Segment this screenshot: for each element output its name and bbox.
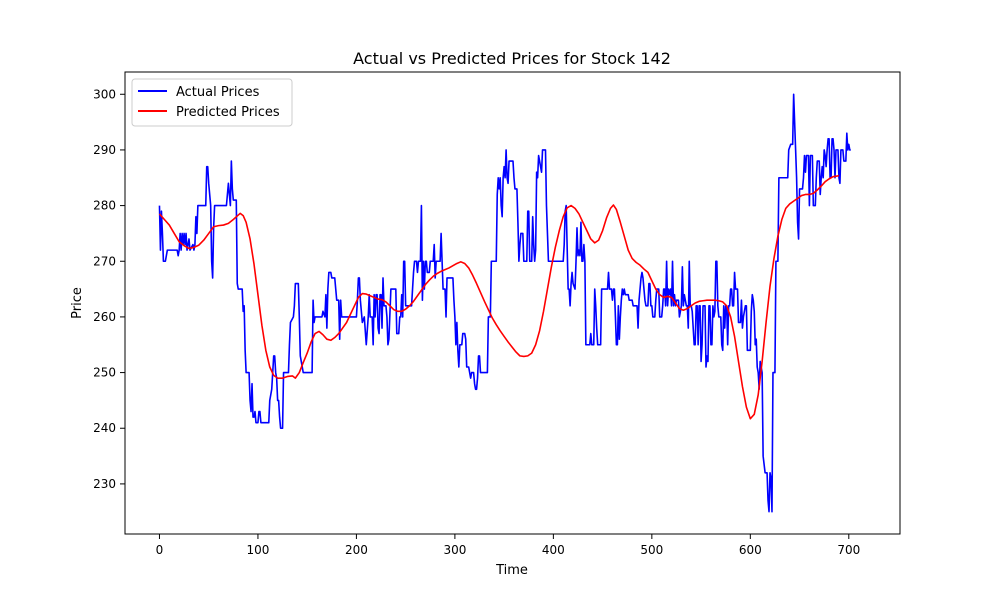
y-tick-label: 270 [93, 254, 116, 268]
legend-label-predicted: Predicted Prices [176, 105, 280, 120]
x-tick-label: 200 [345, 543, 368, 557]
y-tick-label: 250 [93, 366, 116, 380]
x-tick-label: 100 [246, 543, 269, 557]
y-axis: 230 240 250 260 270 280 290 300 [93, 87, 125, 491]
legend-box [131, 78, 293, 127]
y-tick-label: 230 [93, 477, 116, 491]
series-line-predicted [158, 174, 840, 420]
y-axis-label: Price [70, 287, 85, 319]
x-tick-label: 300 [443, 543, 466, 557]
plot-area [158, 93, 851, 513]
y-tick-label: 260 [93, 310, 116, 324]
y-tick-label: 280 [93, 199, 116, 213]
x-axis: 0 100 200 300 400 500 600 700 [156, 534, 860, 557]
y-tick-label: 300 [93, 87, 116, 101]
x-tick-label: 0 [156, 543, 164, 557]
chart-title: Actual vs Predicted Prices for Stock 142 [353, 49, 671, 68]
plot-frame [124, 71, 901, 535]
y-tick-label: 240 [93, 421, 116, 435]
legend-label-actual: Actual Prices [176, 85, 260, 100]
x-axis-label: Time [495, 563, 528, 578]
series-line-actual [158, 93, 851, 513]
x-tick-label: 400 [542, 543, 565, 557]
x-tick-label: 700 [837, 543, 860, 557]
x-tick-label: 500 [640, 543, 663, 557]
legend: Actual Prices Predicted Prices [131, 78, 293, 127]
y-tick-label: 290 [93, 143, 116, 157]
x-tick-label: 600 [739, 543, 762, 557]
